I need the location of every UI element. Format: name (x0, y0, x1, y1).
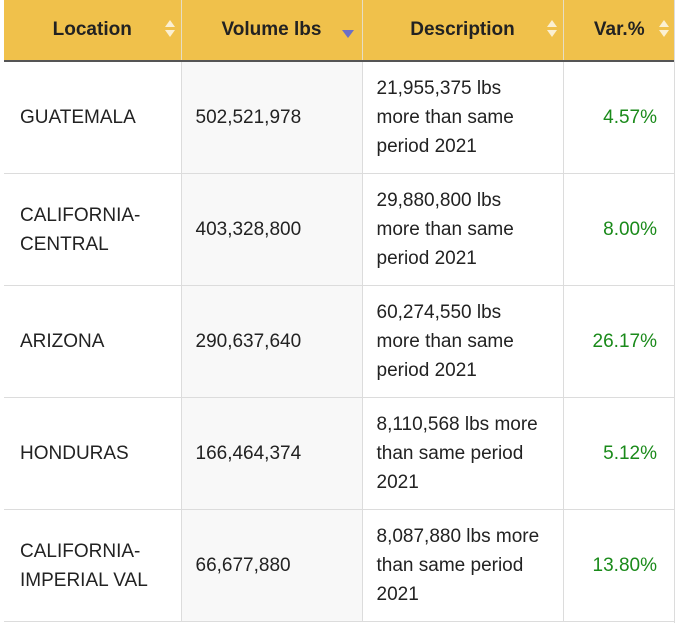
cell-description: 8,110,568 lbs more than same period 2021 (361, 397, 563, 510)
cell-description: 60,274,550 lbs more than same period 202… (361, 285, 563, 398)
table-row: CALIFORNIA-IMPERIAL VAL 66,677,880 8,087… (4, 509, 675, 622)
table-row: CALIFORNIA-CENTRAL 403,328,800 29,880,80… (4, 173, 675, 286)
cell-var: 8.00% (562, 173, 675, 286)
header-location-label: Location (52, 19, 132, 40)
cell-location: GUATEMALA (4, 61, 181, 174)
cell-var: 26.17% (562, 285, 675, 398)
cell-var: 4.57% (562, 61, 675, 174)
table-row: GUATEMALA 502,521,978 21,955,375 lbs mor… (4, 61, 675, 174)
table-row: ARIZONA 290,637,640 60,274,550 lbs more … (4, 285, 675, 398)
cell-description: 21,955,375 lbs more than same period 202… (361, 61, 563, 174)
cell-location: ARIZONA (4, 285, 181, 398)
cell-volume: 166,464,374 (180, 397, 362, 510)
header-description-label: Description (410, 19, 515, 40)
cell-location: CALIFORNIA-IMPERIAL VAL (4, 509, 181, 622)
cell-volume: 403,328,800 (180, 173, 362, 286)
table-row: HONDURAS 166,464,374 8,110,568 lbs more … (4, 397, 675, 510)
sort-descending-icon (341, 30, 354, 38)
header-location[interactable]: Location (4, 0, 181, 62)
cell-description: 8,087,880 lbs more than same period 2021 (361, 509, 563, 622)
header-volume-label: Volume lbs (221, 19, 322, 40)
header-volume[interactable]: Volume lbs (180, 0, 362, 62)
cell-var: 5.12% (562, 397, 675, 510)
cell-var: 13.80% (562, 509, 675, 622)
sort-both-icon (164, 20, 175, 40)
volume-table: Location Volume lbs Description Var.% (4, 0, 675, 622)
cell-volume: 66,677,880 (180, 509, 362, 622)
cell-location: CALIFORNIA-CENTRAL (4, 173, 181, 286)
header-var-label: Var.% (593, 19, 645, 40)
header-description[interactable]: Description (361, 0, 563, 62)
header-var[interactable]: Var.% (562, 0, 675, 62)
header-row: Location Volume lbs Description Var.% (4, 0, 675, 62)
sort-both-icon (659, 20, 669, 40)
cell-volume: 290,637,640 (180, 285, 362, 398)
sort-both-icon (546, 20, 557, 40)
cell-location: HONDURAS (4, 397, 181, 510)
cell-volume: 502,521,978 (180, 61, 362, 174)
cell-description: 29,880,800 lbs more than same period 202… (361, 173, 563, 286)
